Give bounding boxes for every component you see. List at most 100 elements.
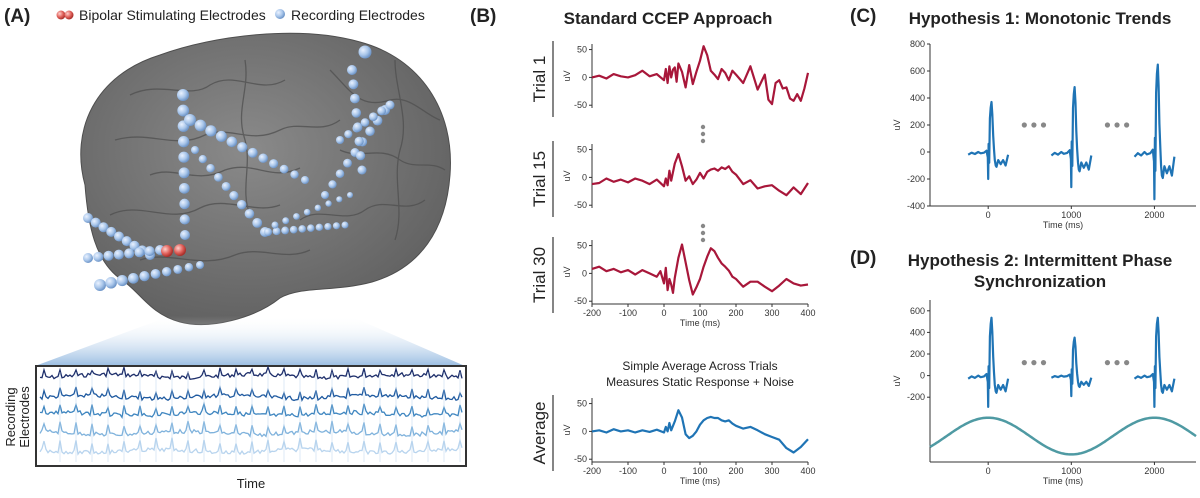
- rec-electrode: [360, 118, 370, 127]
- rec-electrode: [369, 112, 378, 121]
- y-tick-label: 50: [577, 399, 587, 409]
- rec-electrode: [385, 100, 395, 110]
- dot-icon: [700, 138, 706, 144]
- rec-electrode: [324, 222, 332, 231]
- rec-electrode: [272, 227, 281, 236]
- gap-dot: [1124, 360, 1130, 366]
- x-axis-label: Time (ms): [680, 318, 720, 328]
- x-tick-label: 200: [728, 466, 743, 476]
- rec-electrode: [351, 108, 362, 118]
- electrode-array: [83, 45, 395, 291]
- rec-electrode: [279, 164, 289, 174]
- panel-b-letter: (B): [470, 6, 496, 27]
- brain-illustration: [80, 32, 451, 325]
- rec-electrode: [214, 173, 223, 182]
- rec-electrode: [179, 214, 190, 225]
- panel-c-letter: (C): [850, 6, 876, 27]
- x-tick-label: -200: [583, 466, 601, 476]
- rec-electrode: [336, 196, 343, 203]
- y-tick-label: 400: [910, 93, 925, 103]
- rec-electrode: [215, 130, 227, 142]
- panel-c-title: Hypothesis 1: Monotonic Trends: [909, 9, 1172, 28]
- rec-electrode: [134, 247, 145, 258]
- recording-ylabel-line1: Recording: [3, 387, 18, 446]
- rec-electrode: [335, 169, 345, 178]
- gap-dot: [1114, 122, 1120, 128]
- rec-electrode: [83, 213, 93, 223]
- y-axis-label: uV: [562, 424, 572, 435]
- y-tick-label: 600: [910, 306, 925, 316]
- rec-electrode: [180, 230, 190, 240]
- recording-trace: [39, 437, 463, 456]
- x-tick-label: 2000: [1144, 466, 1164, 476]
- x-axis-label: Time (ms): [680, 476, 720, 486]
- rec-electrode: [247, 147, 258, 158]
- rec-electrode: [229, 191, 239, 201]
- rec-electrode: [191, 146, 199, 154]
- rec-electrode: [144, 246, 155, 257]
- rec-electrode: [105, 277, 117, 289]
- rec-electrode: [177, 89, 189, 101]
- rec-electrode: [103, 250, 114, 261]
- y-tick-label: 50: [577, 145, 587, 155]
- rec-electrode: [162, 267, 172, 277]
- rec-electrode: [252, 218, 263, 228]
- rec-electrode: [344, 130, 353, 139]
- x-tick-label: -100: [619, 466, 637, 476]
- rec-electrode: [357, 165, 367, 175]
- x-tick-label: 0: [986, 210, 991, 220]
- series-line: [967, 100, 1010, 181]
- rec-electrode: [205, 125, 217, 137]
- y-tick-label: 400: [910, 327, 925, 337]
- x-tick-label: -200: [583, 308, 601, 318]
- series-line: [967, 316, 1010, 408]
- y-tick-label: 0: [920, 147, 925, 157]
- x-tick-label: 400: [800, 466, 815, 476]
- recording-trace: [39, 420, 463, 438]
- x-tick-label: 0: [986, 466, 991, 476]
- rec-electrode: [178, 167, 190, 179]
- y-tick-label: 800: [910, 39, 925, 49]
- panel-b-title: Standard CCEP Approach: [564, 9, 773, 28]
- rec-electrode: [179, 198, 190, 210]
- recording-trace: [39, 401, 463, 419]
- rec-electrode: [196, 261, 204, 269]
- dot-icon: [700, 124, 706, 130]
- recording-xlabel: Time: [237, 476, 265, 491]
- stim-electrode-icon: [56, 10, 66, 20]
- x-tick-label: 1000: [1061, 466, 1081, 476]
- y-tick-label: -200: [907, 174, 925, 184]
- x-tick-label: 100: [692, 466, 707, 476]
- rec-electrode: [328, 180, 337, 189]
- gap-dot: [1021, 122, 1027, 128]
- y-axis-label: uV: [562, 266, 572, 277]
- rec-electrode: [377, 106, 387, 116]
- rec-electrode: [343, 158, 352, 168]
- y-tick-label: 50: [577, 45, 587, 55]
- stim-electrode: [174, 244, 186, 256]
- gap-dot: [1104, 122, 1111, 128]
- rec-electrode: [106, 226, 117, 237]
- rec-electrode: [173, 265, 183, 274]
- y-axis-label: uV: [892, 119, 902, 130]
- legend-stim: Bipolar Stimulating Electrodes: [56, 7, 266, 23]
- panel-d-title-line1: Hypothesis 2: Intermittent Phase: [908, 251, 1173, 270]
- rec-electrode: [271, 221, 279, 229]
- rec-electrode: [178, 136, 190, 148]
- y-tick-label: -200: [907, 392, 925, 402]
- dot-icon: [700, 223, 706, 229]
- rec-electrode: [206, 164, 215, 173]
- rec-electrode: [356, 151, 366, 161]
- rec-electrode: [301, 176, 309, 184]
- trial-label: Trial 1: [530, 56, 549, 103]
- rec-electrode: [353, 122, 363, 132]
- y-tick-label: 200: [910, 120, 925, 130]
- rec-electrode: [332, 222, 341, 230]
- rec-electrode: [124, 248, 135, 259]
- rec-electrode: [341, 221, 349, 229]
- rec-electrode: [98, 222, 109, 233]
- trial-label: Trial 15: [530, 151, 549, 207]
- rec-electrode-icon: [275, 9, 285, 19]
- chart-trial15: 50 0 -50 uV Trial 15: [530, 141, 809, 217]
